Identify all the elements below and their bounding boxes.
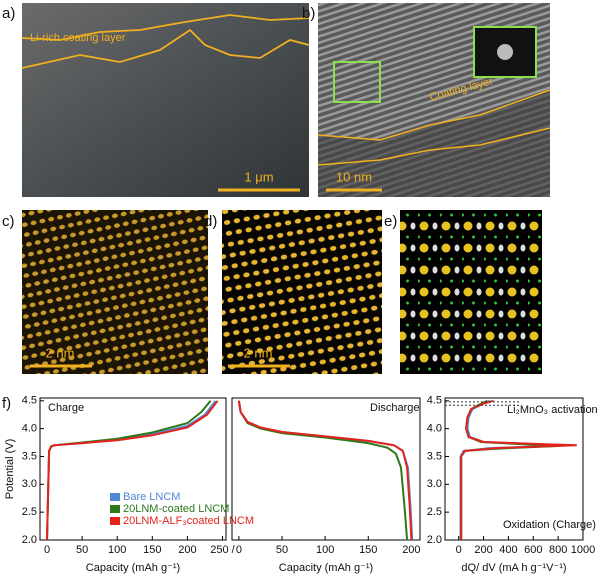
x-tick-label: 200: [474, 544, 492, 556]
data-line: [237, 400, 413, 541]
x-tick-label: 0: [236, 544, 242, 556]
y-axis-label: Potential (V): [4, 439, 16, 500]
scale-label: 2 nm: [244, 345, 273, 360]
panel-e: e): [384, 210, 542, 374]
panel-c: c) 2 nm: [2, 210, 208, 374]
panel-a: a) Li-rich coating layer 1 μm: [2, 3, 310, 197]
x-tick-label: 50: [76, 544, 88, 556]
x-tick-label: 250 /: [210, 544, 235, 556]
x-axis-label: Capacity (mAh g⁻¹): [279, 562, 373, 574]
plot-frame: [231, 397, 421, 541]
boundary: [21, 28, 310, 69]
x-tick-label: 50: [276, 544, 288, 556]
model-image: [400, 210, 542, 374]
panel-b: b) Coating layer 10 nm: [302, 3, 551, 197]
scale-label: 10 nm: [336, 169, 372, 184]
y-tick-label: 3.0: [427, 478, 442, 490]
x-tick-label: 600: [524, 544, 542, 556]
panel-label: c): [2, 213, 15, 230]
x-tick-label: 150: [359, 544, 377, 556]
data-line: [237, 400, 414, 541]
x-axis-label: dQ/ dV (mA h g⁻¹V⁻¹): [461, 562, 566, 574]
legend-swatch: [110, 505, 120, 513]
panel-label: d): [204, 213, 217, 230]
plot-frame: [444, 397, 584, 541]
data-line: [46, 400, 219, 541]
legend-label: Bare LNCM: [123, 491, 180, 503]
boundary: [317, 127, 551, 166]
x-tick-label: 200: [402, 544, 420, 556]
x-tick-label: 1000: [571, 544, 595, 556]
panel-d: d) 2 nm: [204, 210, 382, 374]
x-tick-label: 150: [143, 544, 161, 556]
roi: [333, 61, 381, 103]
panel-title: Charge: [48, 402, 84, 414]
x-tick-label: 100: [316, 544, 334, 556]
data-line: [237, 400, 409, 541]
y-tick-label: 2.5: [22, 506, 37, 518]
y-tick-label: 2.0: [22, 534, 37, 546]
plot-frame: [39, 397, 227, 541]
y-tick-label: 2.0: [427, 534, 442, 546]
legend-label: 20LNM-ALF₃coated LNCM: [123, 515, 254, 527]
panel-title: Discharge: [370, 402, 420, 414]
panel-label: e): [384, 213, 397, 230]
y-tick-label: 4.5: [427, 395, 442, 407]
x-tick-label: 0: [44, 544, 50, 556]
x-tick-label: 800: [549, 544, 567, 556]
x-tick-label: 400: [499, 544, 517, 556]
y-tick-label: 4.0: [427, 423, 442, 435]
x-tick-label: 200: [178, 544, 196, 556]
x-axis-label: Capacity (mAh g⁻¹): [86, 562, 180, 574]
scale-label: 1 μm: [244, 169, 273, 184]
panel-label: a): [2, 5, 15, 22]
panel-label: b): [302, 5, 315, 22]
fft-spot: [497, 44, 513, 60]
y-tick-label: 3.0: [22, 478, 37, 490]
y-tick-label: 3.5: [22, 450, 37, 462]
y-tick-label: 4.5: [22, 395, 37, 407]
y-tick-label: 2.5: [427, 506, 442, 518]
legend-swatch: [110, 517, 120, 525]
legend-swatch: [110, 493, 120, 501]
haadf-image: [222, 210, 382, 374]
annotation: Li₂MnO₃ activation: [507, 404, 598, 416]
x-tick-label: 0: [456, 544, 462, 556]
data-line: [460, 399, 577, 540]
boundary: [21, 14, 310, 41]
haadf-image: [22, 210, 208, 374]
coating: [318, 90, 550, 197]
annotation: Li-rich coating layer: [30, 32, 126, 44]
legend-label: 20LNM-coated LNCM: [123, 503, 229, 515]
annotation: Oxidation (Charge): [503, 519, 596, 531]
boundary: [317, 89, 551, 141]
panel-label: f): [2, 395, 11, 412]
x-tick-label: 100: [108, 544, 126, 556]
scale-label: 2 nm: [46, 345, 75, 360]
y-tick-label: 3.5: [427, 450, 442, 462]
tem-image: [22, 3, 309, 197]
y-tick-label: 4.0: [22, 423, 37, 435]
